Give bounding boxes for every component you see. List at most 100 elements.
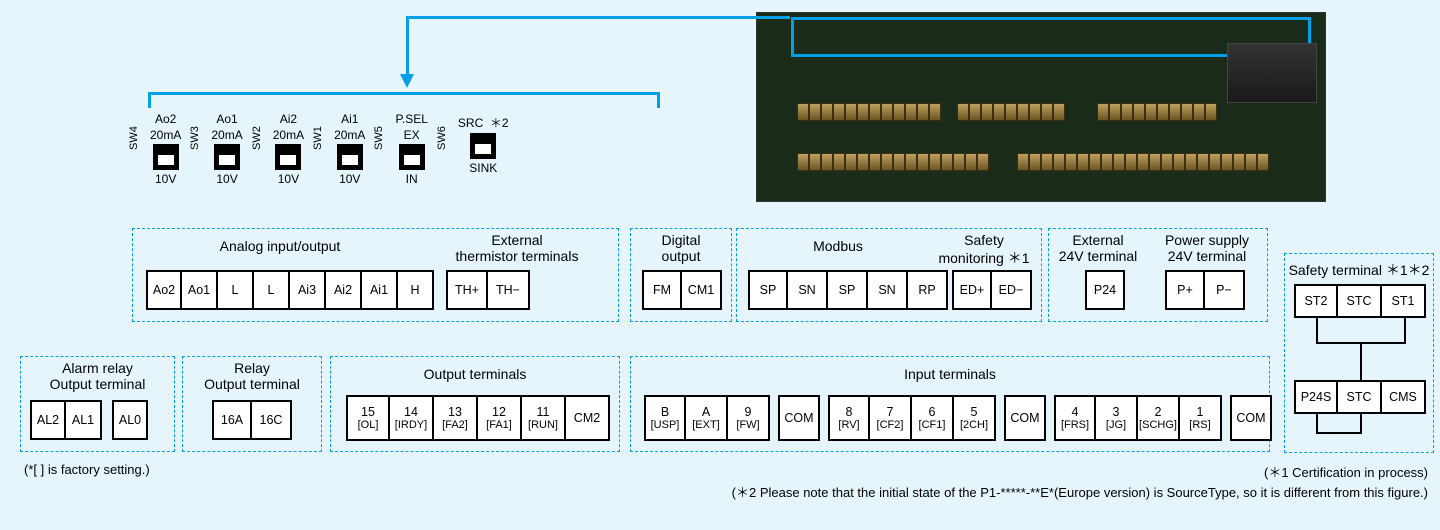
terminal-cell: 11[RUN]	[522, 395, 566, 441]
terminal-cell: SP	[748, 270, 788, 310]
sw-pos-top: 20mA	[273, 128, 304, 142]
terminal-cell: L	[218, 270, 254, 310]
terminal-cell: P+	[1165, 270, 1205, 310]
dip-switches: SW4 Ao2 20mA 10V SW3 Ao1 20mA 10V SW2 Ai…	[150, 112, 509, 186]
input-label: Input terminals	[630, 366, 1270, 382]
terminal-cell: 6[CF1]	[912, 395, 954, 441]
safety-cell: P24S	[1294, 380, 1338, 414]
sw-top-label: Ao2	[155, 112, 176, 126]
terminal-cell: 16A	[212, 400, 252, 440]
safety-mon-terminals: ED+ED−	[952, 270, 1032, 310]
terminal-cell: B[USP]	[644, 395, 686, 441]
terminal-cell: P−	[1205, 270, 1245, 310]
terminal-cell: 4[FRS]	[1054, 395, 1096, 441]
terminal-cell: Ai1	[362, 270, 398, 310]
sw-side-label: SW4	[128, 126, 140, 150]
psu24-terminals: P+P−	[1165, 270, 1245, 310]
terminal-cell: P24	[1085, 270, 1125, 310]
terminal-cell: 2[SCHG]	[1138, 395, 1180, 441]
sw-side-label: SW3	[189, 126, 201, 150]
sw-slider	[404, 155, 420, 165]
terminal-cell: CM1	[682, 270, 722, 310]
input-terminals: B[USP]A[EXT]9[FW]COM8[RV]7[CF2]6[CF1]5[2…	[644, 395, 1272, 441]
terminal-cell: Ai2	[326, 270, 362, 310]
terminal-cell: AL0	[112, 400, 148, 440]
terminal-cell: 8[RV]	[828, 395, 870, 441]
terminal-cell: COM	[778, 395, 820, 441]
sw-side-label: SW6	[436, 126, 448, 150]
terminal-cell: CM2	[566, 395, 610, 441]
sw-slider	[219, 155, 235, 165]
dip-switch: SW3 Ao1 20mA 10V	[211, 112, 242, 186]
alarm-label: Alarm relay Output terminal	[20, 360, 175, 392]
sw-slider	[342, 155, 358, 165]
pcb-photo	[756, 12, 1326, 202]
sw-top-label: P.SEL	[395, 112, 427, 126]
terminal-cell: Ao2	[146, 270, 182, 310]
sw-box	[153, 144, 179, 170]
sw-top-label: Ao1	[216, 112, 237, 126]
ext24-label: External 24V terminal	[1048, 232, 1148, 264]
terminal-cell: 16C	[252, 400, 292, 440]
footnote-factory: (*[ ] is factory setting.)	[24, 462, 150, 477]
terminal-cell: 13[FA2]	[434, 395, 478, 441]
terminal-cell: A[EXT]	[686, 395, 728, 441]
safety-cell: STC	[1338, 380, 1382, 414]
sw-pos-bot: 10V	[155, 172, 176, 186]
terminal-cell: Ai3	[290, 270, 326, 310]
ext24-terminals: P24	[1085, 270, 1125, 310]
modbus-label: Modbus	[743, 238, 933, 254]
psu24-label: Power supply 24V terminal	[1148, 232, 1266, 264]
terminal-cell: AL2	[30, 400, 66, 440]
terminal-cell: L	[254, 270, 290, 310]
dip-switch: SW5 P.SEL EX IN	[395, 112, 427, 186]
callout-arrow	[400, 74, 414, 88]
terminal-cell: 12[FA1]	[478, 395, 522, 441]
terminal-cell: RP	[908, 270, 948, 310]
safety-terminal-section	[1284, 253, 1434, 453]
dip-switch: SW2 Ai2 20mA 10V	[273, 112, 304, 186]
alarm-terminals-1: AL2AL1	[30, 400, 102, 440]
sw-box	[275, 144, 301, 170]
terminal-cell: FM	[642, 270, 682, 310]
sw-box	[470, 133, 496, 159]
terminal-cell: ED−	[992, 270, 1032, 310]
sw-box	[337, 144, 363, 170]
safety-cell: CMS	[1382, 380, 1426, 414]
sw-side-label: SW1	[312, 126, 324, 150]
sw-top-label: Ai1	[341, 112, 358, 126]
terminal-cell: 3[JG]	[1096, 395, 1138, 441]
terminal-cell: AL1	[66, 400, 102, 440]
dip-switch: SW1 Ai1 20mA 10V	[334, 112, 365, 186]
safety-cell: STC	[1338, 284, 1382, 318]
safety-cell: ST1	[1382, 284, 1426, 318]
sw-pos-top: 20mA	[150, 128, 181, 142]
terminal-cell: ED+	[952, 270, 992, 310]
terminal-cell: 14[IRDY]	[390, 395, 434, 441]
sw-pos-top: EX	[404, 128, 420, 142]
terminal-cell: COM	[1230, 395, 1272, 441]
terminal-cell: TH−	[488, 270, 530, 310]
terminal-cell: TH+	[446, 270, 488, 310]
sw-side-label: SW5	[373, 126, 385, 150]
footnote-cert: (＊1 Certification in process)	[1264, 462, 1428, 481]
footnote-europe: (＊2 Please note that the initial state o…	[732, 482, 1428, 501]
dip-switch: SW6 SRC ＊2 SINK	[458, 112, 509, 186]
relay-terminals: 16A16C	[212, 400, 292, 440]
thermistor-label: External thermistor terminals	[425, 232, 609, 264]
terminal-cell: SP	[828, 270, 868, 310]
sw-box	[399, 144, 425, 170]
digital-output-terminals: FMCM1	[642, 270, 722, 310]
safety-mon-label: Safety monitoring ＊1	[930, 232, 1038, 268]
sw-pos-bot: IN	[406, 172, 418, 186]
output-terminals: 15[OL]14[IRDY]13[FA2]12[FA1]11[RUN]CM2	[346, 395, 610, 441]
terminal-cell: H	[398, 270, 434, 310]
analog-terminals: Ao2Ao1LLAi3Ai2Ai1H	[146, 270, 434, 310]
terminal-cell: Ao1	[182, 270, 218, 310]
sw-pos-bot: 10V	[339, 172, 360, 186]
sw-top-label: Ai2	[280, 112, 297, 126]
terminal-cell: 15[OL]	[346, 395, 390, 441]
sw-slider	[280, 155, 296, 165]
digital-output-label: Digital output	[630, 232, 732, 264]
sw-slider	[475, 144, 491, 154]
